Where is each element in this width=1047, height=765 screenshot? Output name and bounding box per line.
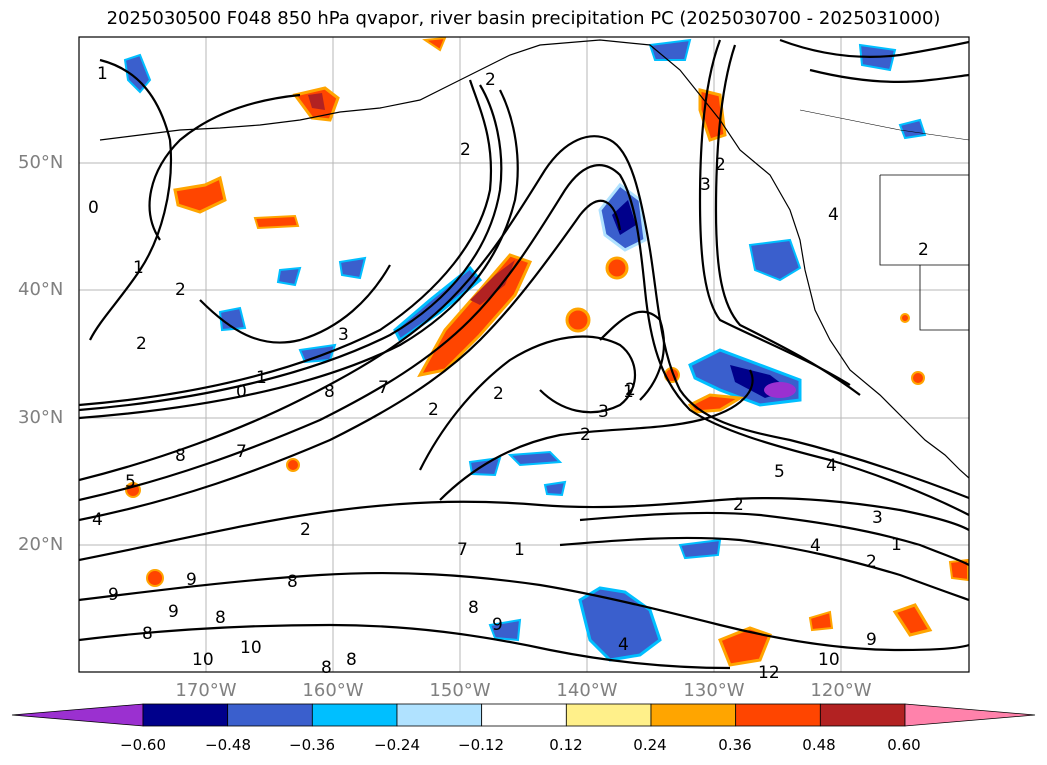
contour-label: 3 (700, 175, 711, 195)
colorbar-tick: −0.60 (108, 736, 178, 754)
contour-label: 3 (598, 402, 609, 422)
colorbar-bin (143, 704, 228, 726)
contour-label: 10 (240, 638, 262, 658)
contour-label: 1 (256, 368, 267, 388)
contour-label: 9 (186, 570, 197, 590)
contour-label: 9 (492, 615, 503, 635)
contour-label: 9 (108, 585, 119, 605)
lon-label-130w: 130°W (674, 680, 754, 701)
contour-label: 7 (457, 540, 468, 560)
contour-label: 2 (493, 384, 504, 404)
colorbar-bin (566, 704, 651, 726)
lon-label-120w: 120°W (801, 680, 881, 701)
contour-label: 10 (192, 650, 214, 670)
contour-label: 3 (872, 508, 883, 528)
contour-label: 2 (918, 240, 929, 260)
colorbar-bin (482, 704, 567, 726)
lat-label-40n: 40°N (18, 279, 63, 300)
contour-label: 8 (346, 650, 357, 670)
contour-label: 2 (485, 70, 496, 90)
contour-label: 2 (866, 552, 877, 572)
contour-label: 8 (321, 658, 332, 678)
contour-label: 2 (715, 155, 726, 175)
colorbar-tick: 0.12 (531, 736, 601, 754)
contour-label: 2 (136, 334, 147, 354)
contour-label: 7 (236, 442, 247, 462)
contour-label: 8 (468, 598, 479, 618)
contour-label: 2 (625, 380, 636, 400)
contour-label: 0 (236, 382, 247, 402)
lon-label-160w: 160°W (293, 680, 373, 701)
contour-label: 8 (324, 382, 335, 402)
contour-label: 8 (287, 572, 298, 592)
colorbar-tick: 0.24 (615, 736, 685, 754)
colorbar-tick: −0.12 (446, 736, 516, 754)
contour-label: 4 (92, 510, 103, 530)
colorbar-tick: 0.48 (784, 736, 854, 754)
contour-label: 5 (125, 472, 136, 492)
contour-label: 5 (774, 462, 785, 482)
lon-label-170w: 170°W (166, 680, 246, 701)
contour-label: 4 (828, 205, 839, 225)
colorbar-tick: −0.24 (362, 736, 432, 754)
colorbar-tick: 0.36 (700, 736, 770, 754)
contour-label: 1 (133, 258, 144, 278)
colorbar-tick: 0.60 (869, 736, 939, 754)
contour-label: 10 (818, 650, 840, 670)
lat-label-50n: 50°N (18, 152, 63, 173)
colorbar-tick: −0.36 (277, 736, 347, 754)
contour-label: 4 (826, 456, 837, 476)
contour-label: 0 (88, 198, 99, 218)
colorbar-bin (228, 704, 313, 726)
contour-label: 4 (618, 635, 629, 655)
contour-label: 2 (580, 425, 591, 445)
colorbar-extend-high (905, 704, 1035, 726)
colorbar-bin (820, 704, 905, 726)
contour-label: 7 (378, 378, 389, 398)
contour-label: 1 (891, 535, 902, 555)
contour-label: 8 (175, 446, 186, 466)
lat-label-20n: 20°N (18, 534, 63, 555)
contour-label: 2 (175, 280, 186, 300)
lon-label-140w: 140°W (547, 680, 627, 701)
contour-label: 1 (97, 64, 108, 84)
colorbar-tick: −0.48 (193, 736, 263, 754)
lon-label-150w: 150°W (420, 680, 500, 701)
contour-label: 8 (215, 608, 226, 628)
contour-label: 2 (460, 140, 471, 160)
contour-label: 1 (514, 540, 525, 560)
colorbar-bin (397, 704, 482, 726)
colorbar-bin (312, 704, 397, 726)
contour-label: 2 (733, 495, 744, 515)
contour-label: 3 (338, 325, 349, 345)
colorbar-bin (651, 704, 736, 726)
contour-label: 2 (428, 400, 439, 420)
contour-label: 8 (142, 624, 153, 644)
contour-label: 9 (168, 602, 179, 622)
colorbar-extend-low (12, 704, 143, 726)
contour-label: 9 (866, 630, 877, 650)
contour-label: 12 (758, 663, 780, 683)
contour-label: 2 (300, 520, 311, 540)
contour-label: 4 (810, 536, 821, 556)
lat-label-30n: 30°N (18, 407, 63, 428)
colorbar (12, 704, 1035, 726)
colorbar-bin (736, 704, 821, 726)
